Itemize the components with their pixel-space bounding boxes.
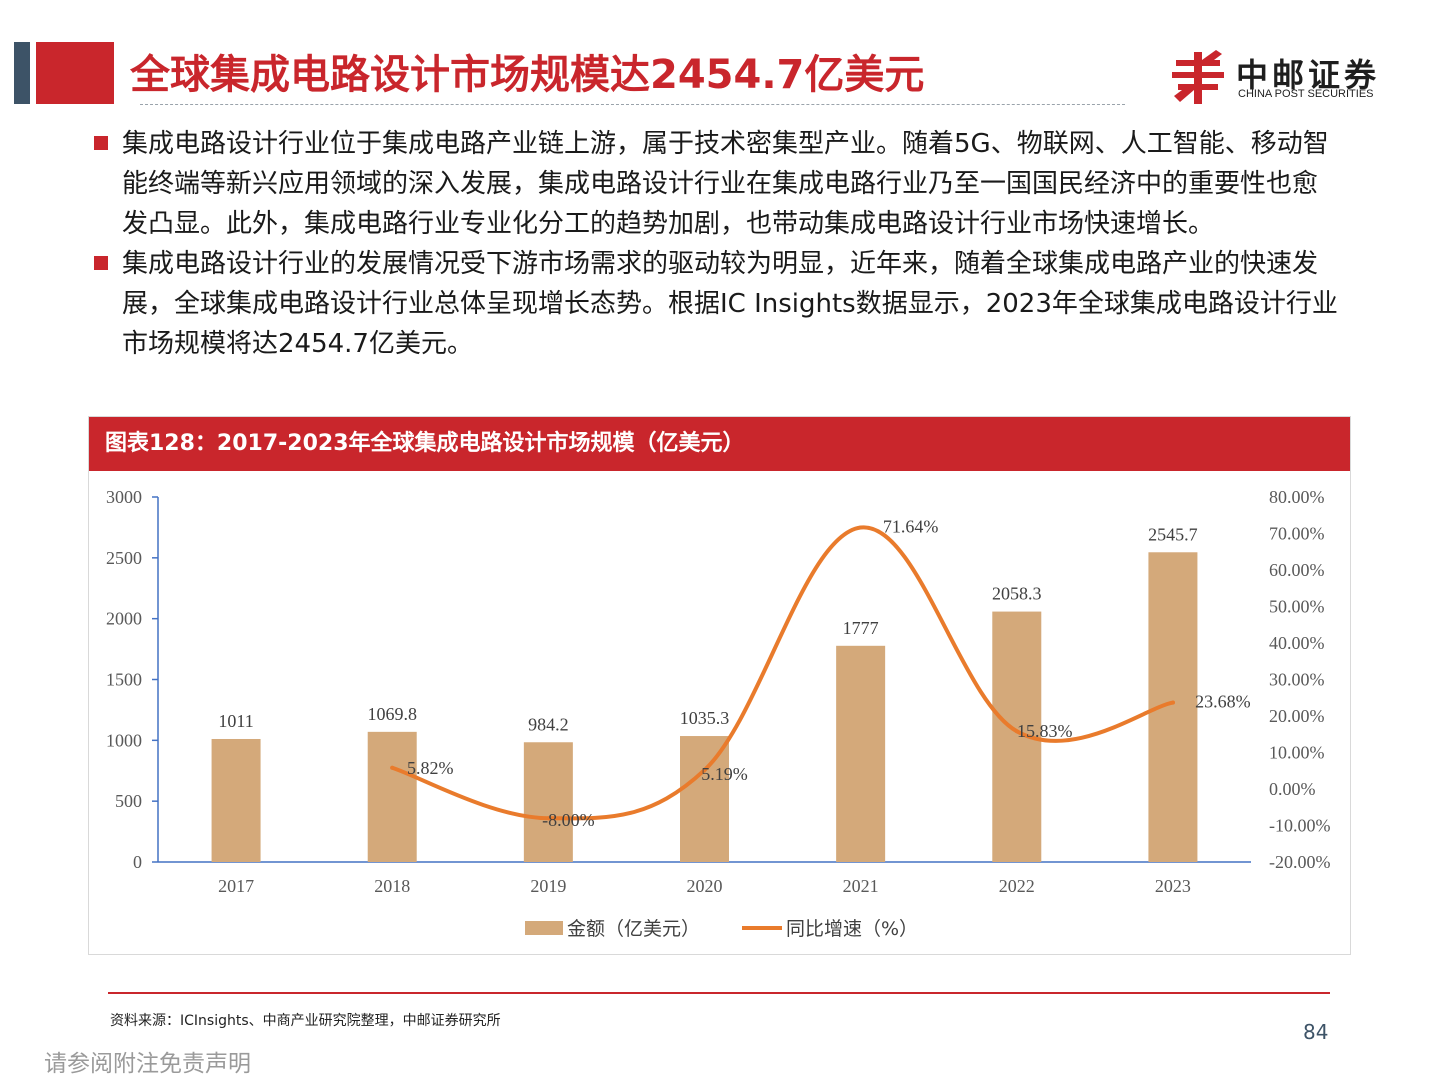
bullet-list: 集成电路设计行业位于集成电路产业链上游，属于技术密集型产业。随着5G、物联网、人… [92,124,1342,364]
y-right-tick-label: 10.00% [1269,743,1325,763]
legend-line-label: 同比增速（%） [786,918,918,940]
bar-value-label: 1777 [843,618,879,638]
x-tick-label: 2022 [999,876,1035,896]
y-left-tick-label: 0 [133,852,142,872]
x-tick-label: 2020 [687,876,723,896]
logo-name-en: CHINA POST SECURITIES [1238,88,1374,100]
x-tick-label: 2021 [843,876,879,896]
bullet-square-icon [94,256,108,270]
y-left-tick-label: 2500 [106,548,142,568]
x-tick-label: 2018 [374,876,410,896]
combo-chart: 0 500 1000 1500 2000 2500 3000 -20.00% -10.00% 0.… [106,487,1331,940]
bar-2021 [836,645,886,862]
title-divider [140,104,1125,105]
growth-point [1170,700,1175,705]
growth-label: 5.82% [407,758,454,778]
bar-value-label: 2545.7 [1148,524,1198,544]
growth-label: -8.00% [542,810,595,830]
bullet-item: 集成电路设计行业位于集成电路产业链上游，属于技术密集型产业。随着5G、物联网、人… [92,124,1342,244]
china-post-logo-icon [1172,50,1224,104]
legend-bar-label: 金额（亿美元） [567,918,700,940]
x-tick-label: 2019 [530,876,566,896]
x-tick-label: 2017 [218,876,254,896]
y-left-tick-label: 3000 [106,487,142,507]
bar-2020 [680,736,729,862]
y-right-tick-label: 20.00% [1269,706,1325,726]
growth-point [858,525,863,530]
growth-label: 23.68% [1195,692,1251,712]
y-right-tick-label: 0.00% [1269,779,1316,799]
y-right-tick-label: -20.00% [1269,852,1331,872]
bar-2017 [211,738,261,862]
y-right-tick-label: 80.00% [1269,487,1325,507]
bullet-text: 集成电路设计行业的发展情况受下游市场需求的驱动较为明显，近年来，随着全球集成电路… [122,249,1338,359]
bullet-square-icon [94,136,108,150]
bar-2019 [523,742,573,862]
y-left-tick-label: 1000 [106,730,142,750]
y-right-tick-label: 40.00% [1269,633,1325,653]
growth-point [1014,729,1019,734]
y-right-tick-label: 70.00% [1269,524,1325,544]
y-right-tick-label: 60.00% [1269,560,1325,580]
x-tick-label: 2023 [1155,876,1191,896]
bar-2018 [367,731,417,862]
chart-panel: 图表128：2017-2023年全球集成电路设计市场规模（亿美元） 0 500 10… [88,416,1351,955]
bar-value-label: 1069.8 [367,704,417,724]
bar-value-label: 1035.3 [680,708,730,728]
growth-point [546,816,551,821]
page-number: 84 [1303,1020,1329,1044]
chart-title: 图表128：2017-2023年全球集成电路设计市场规模（亿美元） [89,417,1350,471]
growth-label: 5.19% [701,764,748,784]
growth-label: 71.64% [883,517,939,537]
bar-value-label: 984.2 [528,714,569,734]
header-accent-red [36,42,114,104]
growth-line [390,525,1175,821]
y-right-tick-label: 30.00% [1269,670,1325,690]
y-left-tick-label: 1500 [106,670,142,690]
bar-value-label: 2058.3 [992,584,1041,604]
y-left-tick-label: 2000 [106,609,142,629]
company-logo: 中邮证券 CHINA POST SECURITIES [1170,50,1410,106]
footer-divider [108,992,1330,994]
y-right-tick-label: 50.00% [1269,597,1325,617]
growth-point [390,765,395,770]
legend-bar-swatch [525,921,563,935]
source-note: 资料来源：ICInsights、中商产业研究院整理，中邮证券研究所 [110,1013,501,1029]
growth-point [702,768,707,773]
logo-name-cn: 中邮证券 [1236,56,1381,94]
y-left-tick-label: 500 [115,791,142,811]
header-accent-dark [14,42,30,104]
growth-label: 15.83% [1017,721,1072,741]
bullet-text: 集成电路设计行业位于集成电路产业链上游，属于技术密集型产业。随着5G、物联网、人… [122,129,1329,239]
page-title: 全球集成电路设计市场规模达2454.7亿美元 [130,52,925,98]
disclaimer: 请参阅附注免责声明 [44,1051,251,1077]
bar-value-label: 1011 [218,711,253,731]
bullet-item: 集成电路设计行业的发展情况受下游市场需求的驱动较为明显，近年来，随着全球集成电路… [92,244,1342,364]
y-right-tick-label: -10.00% [1269,816,1331,836]
